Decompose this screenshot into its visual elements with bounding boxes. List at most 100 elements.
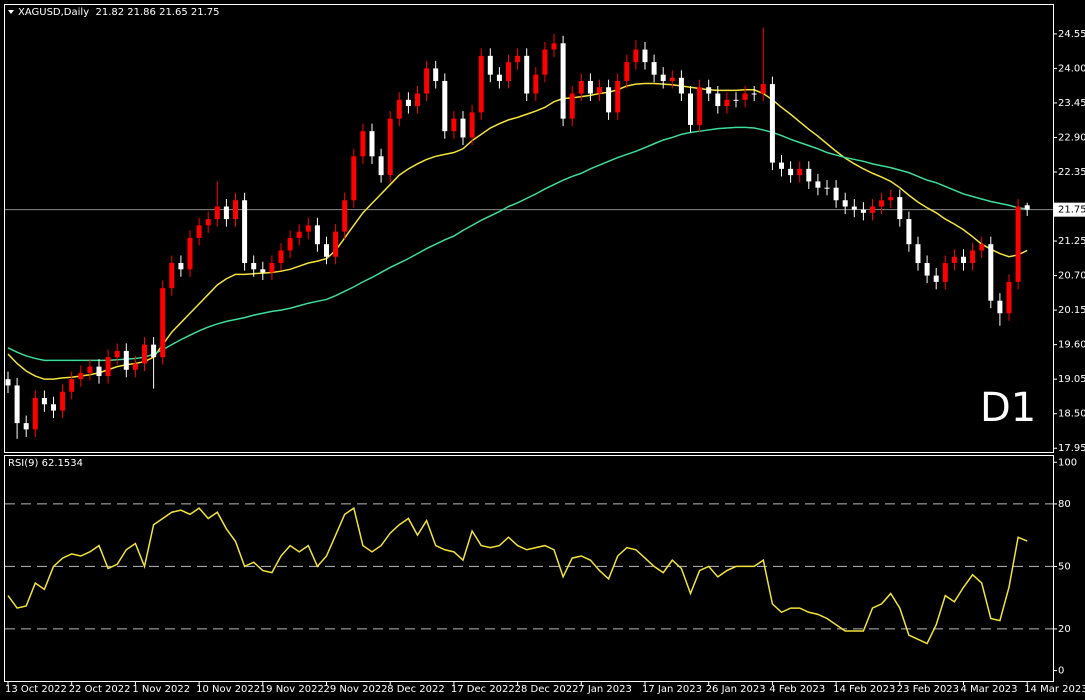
candle-body [351,156,357,201]
candle-body [578,80,584,94]
current-price-label: 21.75 [1058,205,1085,216]
candle-body [160,288,166,358]
candle-body [933,275,939,282]
candle-body [114,350,120,358]
x-tick-label: 26 Jan 2023 [706,684,766,695]
candle-body [396,99,402,119]
candle-body [997,300,1003,314]
candle-body [769,84,775,163]
y-tick-label: 22.35 [1058,167,1085,178]
x-tick-label: 22 Oct 2022 [69,684,131,695]
candle-body [615,80,621,113]
candle-body [760,84,766,94]
candle-body [879,200,885,207]
candle-body [205,219,211,226]
candle-body [924,263,930,276]
candle-body [970,250,976,264]
candle-body [151,344,157,358]
y-tick-label: 22.90 [1058,132,1085,143]
y-tick-label: 19.60 [1058,340,1085,351]
candle-body [779,162,784,169]
candle-body [515,55,521,63]
candle-body [587,80,593,94]
candle-body [196,225,202,238]
candle-body [551,43,557,50]
candle-body [506,62,511,81]
candle-body [888,197,894,201]
candle-body [314,225,320,245]
candle-body [870,206,875,213]
y-tick-label: 18.50 [1058,409,1085,420]
y-tick-label: 21.25 [1058,236,1085,247]
candle-body [387,118,393,176]
candle-body [424,68,430,94]
candle-body [851,206,857,210]
candle-body [651,62,657,75]
candle-body [287,237,293,251]
candle-body [5,379,11,386]
candle-body [123,350,129,370]
x-tick-label: 10 Nov 2022 [196,684,260,695]
candle-body [806,168,812,182]
candle-body [369,131,375,157]
candle-body [542,49,548,75]
y-tick-label: 20.70 [1058,271,1085,282]
candle-body [533,74,539,94]
candle-body [405,99,411,107]
menu-arrow[interactable] [8,10,14,14]
candle-body [842,200,848,207]
candle-body [742,93,748,100]
candle-body [897,197,903,220]
candle-body [251,263,257,270]
candle-body [961,256,966,264]
candle-body [979,244,985,251]
candle-body [915,244,921,264]
x-tick-label: 7 Jan 2023 [578,684,632,695]
candle-body [278,250,284,264]
candle-body [51,404,56,411]
rsi-panel-frame [4,455,1054,682]
candle-body [187,237,193,270]
candle-body [96,366,102,377]
candle-body [242,200,248,264]
candle-body [451,118,457,132]
candle-body [942,263,948,282]
y-tick-label: 24.55 [1058,29,1085,40]
y-tick-label: 50 [1058,561,1071,572]
candle-body [442,80,448,132]
candle-body [41,398,47,405]
candle-body [824,187,830,189]
candle-body [797,168,803,176]
candle-body [360,131,366,157]
candle-body [642,49,648,63]
candle-body [560,43,566,119]
x-tick-label: 17 Jan 2023 [642,684,702,695]
candle-body [706,87,712,94]
candle-body [724,99,730,107]
candle-body [669,77,675,81]
candle-body [214,206,220,220]
candle-body [697,87,703,125]
x-tick-label: 4 Mar 2023 [961,684,1018,695]
x-tick-label: 19 Nov 2022 [260,684,324,695]
candle-body [169,263,175,289]
candle-body [496,74,502,81]
candle-body [305,225,311,232]
y-tick-label: 20 [1058,624,1071,635]
candle-body [415,93,420,107]
y-tick-label: 100 [1058,457,1077,468]
candle-body [78,372,84,380]
candle-body [433,68,439,81]
rsi-title: RSI(9) 62.1534 [8,458,83,469]
y-tick-label: 17.95 [1058,443,1085,454]
candle-body [660,74,666,81]
candle-body [460,118,466,138]
candle-body [378,156,384,176]
x-tick-label: 14 Feb 2023 [833,684,895,695]
x-tick-label: 14 Mar 2023 [1024,684,1085,695]
rsi-line [7,506,1028,645]
candle-body [751,93,757,95]
chart-title: XAGUSD,Daily 21.82 21.86 21.65 21.75 [18,7,220,18]
candle-body [342,200,348,232]
candle-body [733,99,739,101]
